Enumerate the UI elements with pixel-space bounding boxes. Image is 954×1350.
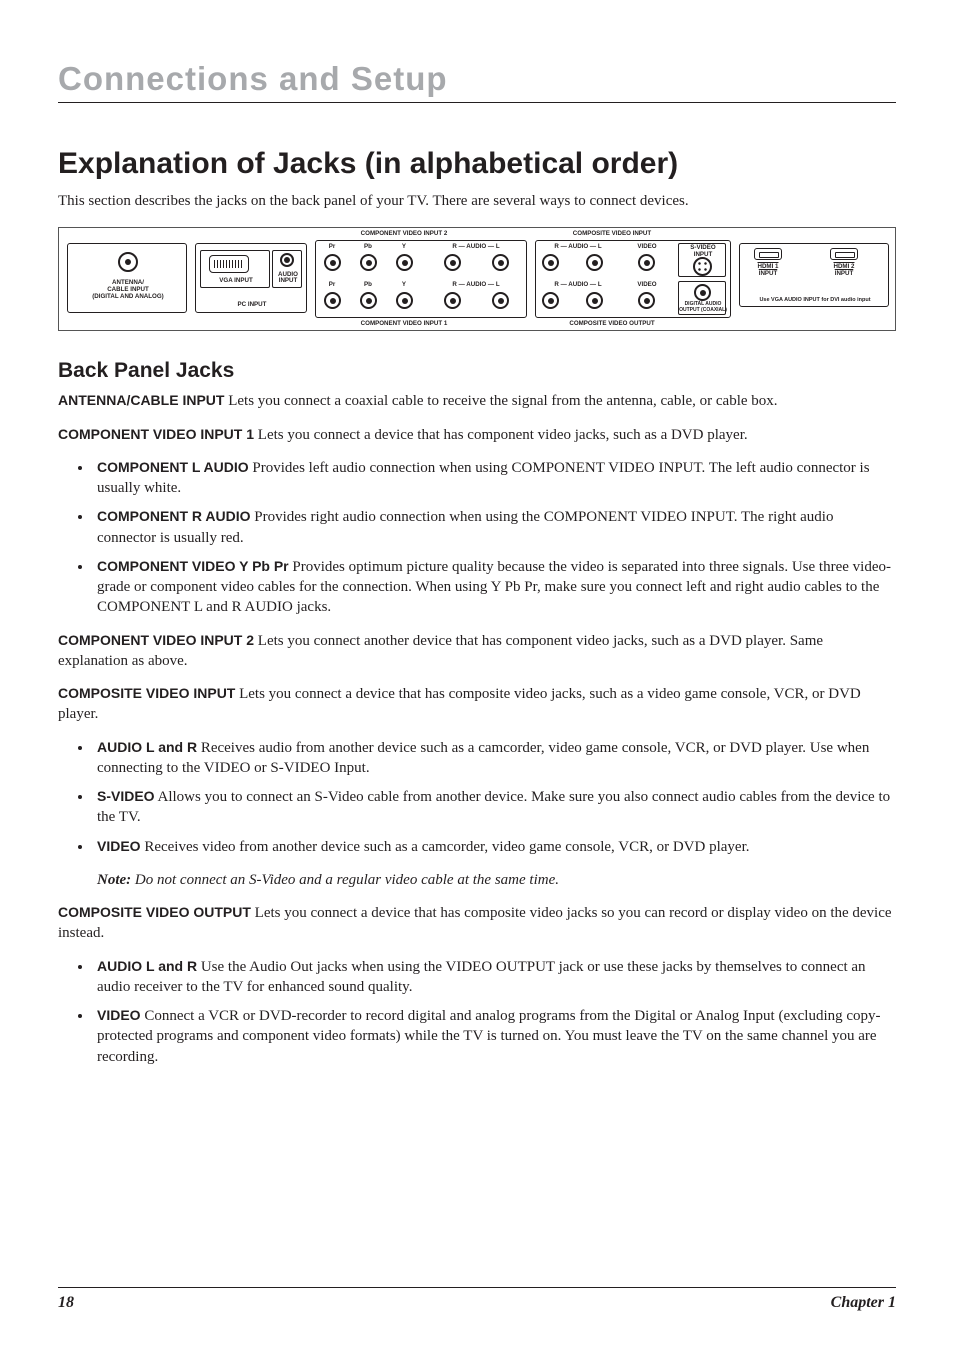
diagram-label: COMPONENT VIDEO INPUT 1: [319, 321, 489, 328]
body-text: Lets you connect a device that has compo…: [254, 427, 748, 443]
diagram-label: Pb: [358, 282, 378, 289]
term: COMPOSITE VIDEO INPUT: [58, 685, 235, 701]
diagram-label: Pr: [322, 282, 342, 289]
video-jack: [638, 292, 655, 309]
audio-l-jack: [586, 254, 603, 271]
vga-port-icon: [209, 255, 249, 273]
diagram-label: VIDEO: [630, 244, 664, 251]
body-text: Receives video from another device such …: [141, 839, 750, 855]
diagram-label: Pb: [358, 244, 378, 251]
term: COMPONENT VIDEO Y Pb Pr: [97, 558, 289, 574]
note-body: Do not connect an S-Video and a regular …: [131, 872, 559, 888]
list-item: AUDIO L and R Use the Audio Out jacks wh…: [93, 957, 896, 998]
term: S-VIDEO: [97, 788, 155, 804]
diagram-label: Pr: [322, 244, 342, 251]
bullet-list: AUDIO L and R Use the Audio Out jacks wh…: [58, 957, 896, 1067]
audio-r-jack: [542, 292, 559, 309]
component-group: Pr Pb Y R — AUDIO — L Pr Pb Y R — AUDIO …: [315, 240, 527, 318]
term: COMPOSITE VIDEO OUTPUT: [58, 904, 251, 920]
audio-l-jack: [492, 292, 509, 309]
diagram-label: COMPOSITE VIDEO INPUT: [537, 231, 687, 238]
diagram-label: HDMI 1 INPUT: [746, 264, 790, 278]
svideo-jack: [693, 257, 712, 276]
body-text: Receives audio from another device such …: [97, 740, 869, 776]
list-item: COMPONENT VIDEO Y Pb Pr Provides optimum…: [93, 557, 896, 618]
back-panel-diagram: COMPONENT VIDEO INPUT 2 COMPOSITE VIDEO …: [58, 227, 896, 331]
list-item: COMPONENT R AUDIO Provides right audio c…: [93, 507, 896, 548]
body-para: COMPOSITE VIDEO INPUT Lets you connect a…: [58, 684, 896, 725]
term: VIDEO: [97, 1007, 141, 1023]
page-footer: 18 Chapter 1: [58, 1287, 896, 1312]
antenna-group: ANTENNA/ CABLE INPUT (DIGITAL AND ANALOG…: [67, 243, 187, 313]
term: COMPONENT VIDEO INPUT 2: [58, 632, 254, 648]
diagram-label: Use VGA AUDIO INPUT for DVI audio input: [742, 297, 888, 303]
hdmi-port-icon: [830, 248, 858, 260]
diagram-label: PC INPUT: [196, 302, 308, 309]
body-text: Use the Audio Out jacks when using the V…: [97, 959, 866, 995]
diagram-label: R — AUDIO — L: [436, 282, 516, 289]
diagram-label: VIDEO: [630, 282, 664, 289]
list-item: VIDEO Receives video from another device…: [93, 837, 896, 857]
audio-l-jack: [492, 254, 509, 271]
diagram-label: COMPONENT VIDEO INPUT 2: [319, 231, 489, 238]
hdmi-port-icon: [754, 248, 782, 260]
list-item: COMPONENT L AUDIO Provides left audio co…: [93, 458, 896, 499]
term: AUDIO L and R: [97, 739, 197, 755]
pr-jack: [324, 292, 341, 309]
term: AUDIO L and R: [97, 958, 197, 974]
diagram-label: VGA INPUT: [201, 278, 271, 285]
audio-jack: [280, 253, 294, 267]
composite-group: R — AUDIO — L VIDEO S-VIDEO INPUT R — AU…: [535, 240, 731, 318]
pb-jack: [360, 292, 377, 309]
audio-l-jack: [586, 292, 603, 309]
subheading: Back Panel Jacks: [58, 359, 896, 383]
body-para: ANTENNA/CABLE INPUT Lets you connect a c…: [58, 391, 896, 411]
audio-r-jack: [444, 254, 461, 271]
body-text: Connect a VCR or DVD-recorder to record …: [97, 1008, 881, 1065]
audio-r-jack: [444, 292, 461, 309]
note-label: Note:: [97, 872, 131, 888]
y-jack: [396, 292, 413, 309]
pb-jack: [360, 254, 377, 271]
chapter-label: Chapter 1: [831, 1294, 896, 1312]
body-text: Lets you connect a coaxial cable to rece…: [224, 393, 777, 409]
section-header: Connections and Setup: [58, 60, 896, 103]
diagram-label: Y: [394, 244, 414, 251]
term: COMPONENT L AUDIO: [97, 459, 249, 475]
list-item: AUDIO L and R Receives audio from anothe…: [93, 738, 896, 779]
audio-r-jack: [542, 254, 559, 271]
hdmi-group: HDMI 1 INPUT HDMI 2 INPUT Use VGA AUDIO …: [739, 243, 889, 307]
list-item: VIDEO Connect a VCR or DVD-recorder to r…: [93, 1006, 896, 1067]
pr-jack: [324, 254, 341, 271]
diagram-label: R — AUDIO — L: [436, 244, 516, 251]
term: ANTENNA/CABLE INPUT: [58, 392, 224, 408]
diagram-label: R — AUDIO — L: [538, 282, 618, 289]
page-title: Explanation of Jacks (in alphabetical or…: [58, 147, 896, 181]
note: Note: Do not connect an S-Video and a re…: [97, 870, 896, 890]
digital-audio-jack: [694, 284, 711, 301]
body-para: COMPONENT VIDEO INPUT 1 Lets you connect…: [58, 425, 896, 445]
body-text: Allows you to connect an S-Video cable f…: [97, 789, 890, 825]
term: COMPONENT R AUDIO: [97, 508, 250, 524]
video-jack: [638, 254, 655, 271]
bullet-list: AUDIO L and R Receives audio from anothe…: [58, 738, 896, 857]
page-number: 18: [58, 1294, 74, 1312]
antenna-jack: [118, 252, 138, 272]
body-para: COMPOSITE VIDEO OUTPUT Lets you connect …: [58, 903, 896, 944]
diagram-label: COMPOSITE VIDEO OUTPUT: [537, 321, 687, 328]
diagram-label: DIGITAL AUDIO OUTPUT (COAXIAL): [679, 302, 727, 313]
y-jack: [396, 254, 413, 271]
pc-input-group: VGA INPUT AUDIO INPUT PC INPUT: [195, 243, 307, 313]
diagram-label: ANTENNA/ CABLE INPUT (DIGITAL AND ANALOG…: [68, 280, 188, 300]
diagram-label: Y: [394, 282, 414, 289]
intro-text: This section describes the jacks on the …: [58, 191, 896, 211]
term: COMPONENT VIDEO INPUT 1: [58, 426, 254, 442]
list-item: S-VIDEO Allows you to connect an S-Video…: [93, 787, 896, 828]
diagram-label: AUDIO INPUT: [273, 272, 303, 286]
term: VIDEO: [97, 838, 141, 854]
diagram-label: HDMI 2 INPUT: [822, 264, 866, 278]
bullet-list: COMPONENT L AUDIO Provides left audio co…: [58, 458, 896, 618]
body-para: COMPONENT VIDEO INPUT 2 Lets you connect…: [58, 631, 896, 672]
diagram-label: R — AUDIO — L: [538, 244, 618, 251]
